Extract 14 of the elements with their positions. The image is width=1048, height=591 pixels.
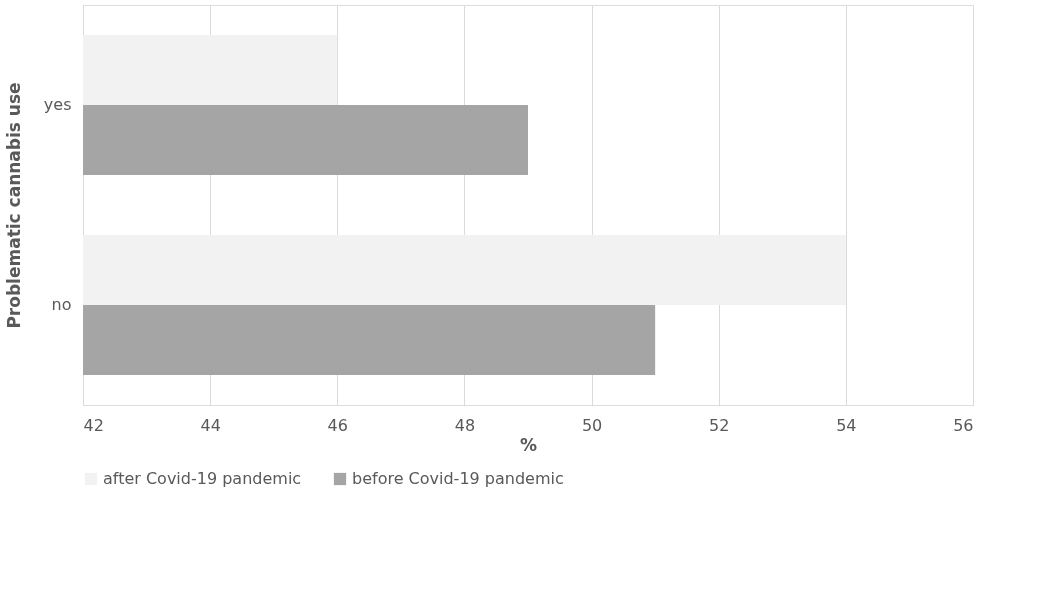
x-axis-title: %	[519, 434, 538, 455]
x-tick-label: 48	[454, 415, 476, 435]
legend-label: before Covid-19 pandemic	[352, 469, 564, 488]
y-tick-label: no	[51, 295, 72, 314]
x-tick-label: 50	[581, 415, 603, 435]
x-tick-label: 46	[327, 415, 348, 435]
legend-label: after Covid-19 pandemic	[103, 469, 302, 488]
y-tick-label: yes	[43, 95, 72, 114]
x-tick-label: 42	[83, 415, 104, 435]
y-axis-title: Problematic cannabis use	[3, 82, 24, 329]
x-tick-label: 54	[836, 415, 857, 435]
x-tick-label: 52	[709, 415, 730, 435]
x-tick-label: 56	[953, 415, 974, 435]
x-tick-label: 44	[200, 415, 221, 435]
